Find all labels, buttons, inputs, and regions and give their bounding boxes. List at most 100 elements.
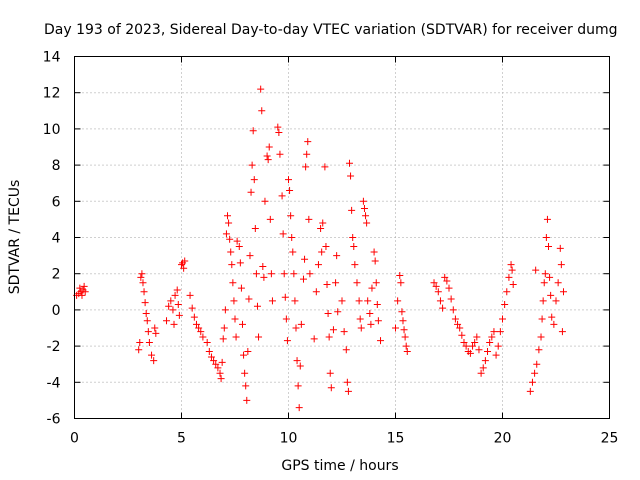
data-point <box>348 206 356 214</box>
data-point <box>479 364 487 372</box>
x-axis-label: GPS time / hours <box>281 458 398 474</box>
data-point <box>299 275 307 283</box>
data-point <box>533 360 541 368</box>
data-point <box>285 176 292 184</box>
data-point <box>402 342 410 350</box>
data-point <box>280 270 288 278</box>
data-point <box>257 85 265 93</box>
data-point <box>540 279 548 287</box>
data-point <box>143 317 151 325</box>
data-point <box>325 333 333 341</box>
data-point <box>481 357 489 365</box>
data-point <box>175 311 183 319</box>
data-point <box>396 272 404 280</box>
data-point <box>174 300 182 308</box>
data-point <box>240 351 248 359</box>
data-point <box>260 273 268 281</box>
data-point <box>557 261 565 269</box>
data-point <box>235 243 243 251</box>
data-point <box>364 297 372 305</box>
data-point <box>401 333 409 341</box>
data-point <box>543 215 551 223</box>
data-point <box>537 333 545 341</box>
data-point <box>539 297 547 305</box>
data-point <box>237 284 245 292</box>
data-point <box>245 295 253 303</box>
data-point <box>81 288 89 296</box>
data-point <box>152 329 160 337</box>
data-point <box>197 328 205 336</box>
data-point <box>492 351 500 359</box>
data-point <box>304 138 312 146</box>
data-point <box>430 279 438 287</box>
data-point <box>371 257 379 265</box>
data-point <box>538 315 546 323</box>
data-point <box>556 244 564 252</box>
data-point <box>359 197 367 205</box>
data-point <box>238 320 246 328</box>
data-point <box>310 335 318 343</box>
data-point <box>150 357 158 365</box>
data-point <box>342 346 350 354</box>
data-point <box>203 338 211 346</box>
data-point <box>286 186 294 194</box>
data-point <box>228 261 236 269</box>
data-point <box>432 282 440 290</box>
data-point <box>456 324 464 332</box>
data-point <box>274 123 282 131</box>
data-point <box>296 362 304 370</box>
data-point <box>248 161 256 169</box>
data-point <box>344 387 352 395</box>
data-point <box>230 297 238 305</box>
data-point <box>434 288 442 296</box>
y-tick-label: 10 <box>43 122 61 138</box>
data-point <box>216 369 224 377</box>
y-tick-label: -4 <box>47 375 61 391</box>
data-point <box>368 284 376 292</box>
data-point <box>186 291 194 299</box>
data-point <box>558 328 566 336</box>
data-point <box>546 273 554 281</box>
data-point <box>548 313 556 321</box>
data-point <box>140 288 148 296</box>
data-point <box>144 328 152 336</box>
data-point <box>496 328 504 336</box>
data-point <box>275 129 283 137</box>
data-point <box>488 333 496 341</box>
data-point <box>349 234 357 241</box>
data-point <box>290 270 298 278</box>
data-point <box>221 306 229 314</box>
data-point <box>207 353 215 361</box>
data-point <box>266 215 274 223</box>
data-point <box>246 252 254 260</box>
data-point <box>282 315 290 323</box>
data-point <box>294 382 302 390</box>
data-point <box>350 243 358 251</box>
data-point <box>252 270 260 278</box>
data-point <box>347 172 355 180</box>
data-point <box>503 288 511 296</box>
data-point <box>531 369 539 377</box>
data-point <box>535 346 543 354</box>
data-point <box>392 324 399 332</box>
y-tick-label: 6 <box>52 194 61 210</box>
data-point <box>219 335 227 343</box>
data-point <box>314 261 322 269</box>
data-point <box>363 219 371 227</box>
data-point <box>236 259 244 267</box>
data-point <box>451 315 459 323</box>
data-point <box>218 358 226 366</box>
data-point <box>293 357 301 365</box>
data-point <box>217 375 225 383</box>
data-point <box>231 315 239 323</box>
data-point <box>473 333 481 341</box>
data-point <box>547 291 555 299</box>
data-point <box>458 331 466 339</box>
y-tick-label: 14 <box>43 50 61 66</box>
data-point <box>394 297 402 305</box>
data-point <box>171 291 179 299</box>
x-tick-label: 0 <box>70 431 79 447</box>
data-point <box>281 293 289 301</box>
data-point <box>287 212 295 220</box>
